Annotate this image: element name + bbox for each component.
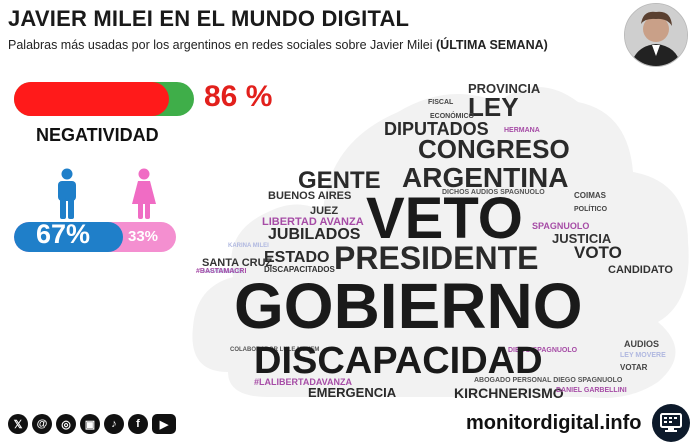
- avatar: [624, 3, 688, 67]
- word-cloud-word: VOTAR: [620, 363, 648, 372]
- word-cloud-word: DIEGO SPAGNUOLO: [508, 347, 578, 354]
- person-portrait-icon: [625, 4, 687, 66]
- word-cloud-word: ESTADO: [264, 249, 330, 266]
- word-cloud-word: ABOGADO PERSONAL DIEGO SPAGNUOLO: [474, 377, 623, 384]
- word-cloud-word: VETO: [366, 186, 523, 251]
- tiktok-icon[interactable]: ♪: [104, 414, 124, 434]
- word-cloud: PROVINCIA FISCAL LEY ECONÓMICO DIPUTADOS HERM…: [188, 72, 696, 402]
- word-cloud-word: BUENOS AIRES: [268, 190, 352, 202]
- word-cloud-word: AUDIOS: [624, 339, 660, 349]
- word-cloud-word: JUSTICIA: [552, 231, 612, 246]
- subtitle-bold: (ÚLTIMA SEMANA): [436, 38, 548, 52]
- word-cloud-word: POLÍTICO: [574, 206, 608, 213]
- word-cloud-word: EMERGENCIA: [308, 385, 397, 400]
- word-cloud-word: #BASTAMACRI: [196, 268, 247, 275]
- word-cloud-word: LIBERTAD AVANZA: [262, 216, 364, 228]
- word-cloud-word: DANIEL GARBELLINI: [556, 387, 627, 394]
- page-title: JAVIER MILEI EN EL MUNDO DIGITAL: [8, 6, 410, 31]
- female-percentage: 33%: [128, 228, 159, 245]
- negativity-percentage: 86 %: [204, 80, 273, 113]
- word-cloud-word: DISCAPACITADOS: [264, 265, 335, 274]
- word-cloud-word: GENTE: [298, 167, 381, 194]
- word-cloud-word: SANTA CRUZ: [202, 257, 273, 269]
- word-cloud-word: #LALIBERTADAVANZA: [254, 377, 352, 387]
- word-cloud-word: CANDIDATO: [608, 264, 673, 276]
- word-cloud-word: HERMANA: [504, 127, 540, 134]
- negativity-bar: [14, 82, 194, 116]
- word-cloud-word: FISCAL: [428, 99, 454, 106]
- word-cloud-word: JUEZ: [310, 205, 339, 217]
- gender-bar-male-fill: [14, 222, 123, 252]
- facebook-icon[interactable]: f: [128, 414, 148, 434]
- cloud-shape-icon: [192, 87, 689, 398]
- word-cloud-word: #JAVIERMILEI: [202, 269, 243, 275]
- youtube-icon[interactable]: ▶: [152, 414, 176, 434]
- word-cloud-word: ECONÓMICO: [430, 113, 474, 120]
- word-cloud-word: JUBILADOS: [268, 226, 361, 243]
- subtitle-text: Palabras más usadas por los argentinos e…: [8, 38, 433, 52]
- gender-bar: [14, 222, 176, 252]
- word-cloud-word: KIRCHNERISMO: [454, 385, 564, 401]
- x-icon[interactable]: 𝕏: [8, 414, 28, 434]
- negativity-bar-fill: [14, 82, 169, 116]
- word-cloud-word: COLABORADOR LULE MENEM: [230, 347, 320, 353]
- female-icon: [132, 168, 156, 219]
- word-cloud-word: GOBIERNO: [234, 270, 583, 342]
- negativity-label: NEGATIVIDAD: [36, 125, 159, 145]
- word-cloud-word: CONGRESO: [418, 134, 570, 164]
- social-icons: 𝕏 @ ◎ ▣ ♪ f ▶: [8, 414, 176, 434]
- male-percentage: 67%: [36, 219, 91, 249]
- facebook-icon[interactable]: ▣: [80, 414, 100, 434]
- word-cloud-word: COIMAS: [574, 191, 606, 200]
- word-cloud-word: LEY MOVERE: [620, 352, 666, 359]
- male-icon: [58, 168, 76, 219]
- word-cloud-word: SPAGNUOLO: [532, 221, 590, 231]
- threads-icon[interactable]: @: [32, 414, 52, 434]
- word-cloud-word: PROVINCIA: [468, 81, 541, 96]
- word-cloud-word: DISCAPACIDAD: [254, 340, 543, 382]
- instagram-icon[interactable]: ◎: [56, 414, 76, 434]
- word-cloud-word: ARGENTINA: [402, 162, 569, 193]
- word-cloud-word: PRESIDENTE: [334, 240, 539, 276]
- page-subtitle: Palabras más usadas por los argentinos e…: [8, 38, 548, 52]
- word-cloud-word: DIPUTADOS: [384, 119, 489, 139]
- word-cloud-word: KARINA MILEI: [228, 243, 269, 249]
- site-url[interactable]: monitordigital.info: [466, 412, 642, 434]
- word-cloud-word: VOTO: [574, 243, 622, 262]
- word-cloud-word: DICHOS AUDIOS SPAGNUOLO: [442, 189, 545, 196]
- word-cloud-word: LEY: [468, 92, 519, 122]
- monitor-logo-icon: [652, 404, 690, 442]
